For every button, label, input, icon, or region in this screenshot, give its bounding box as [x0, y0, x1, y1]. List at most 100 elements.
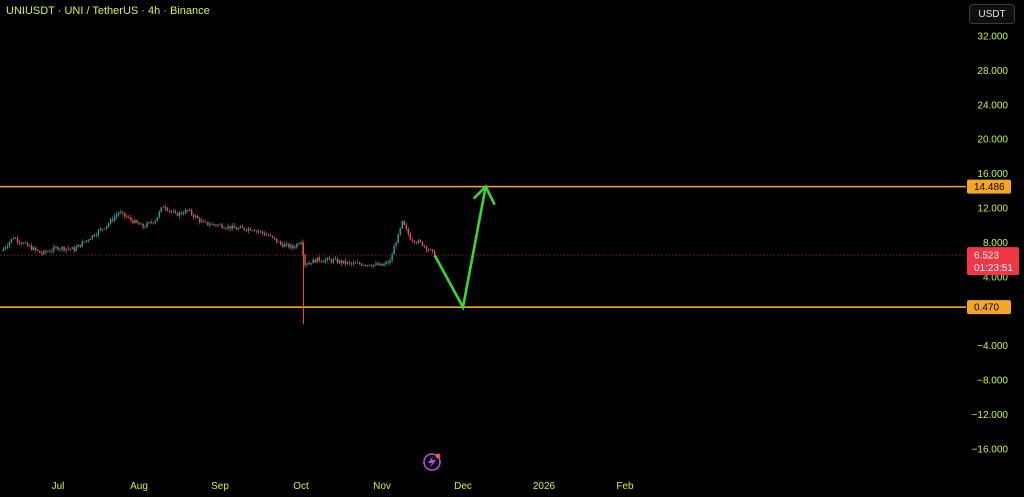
candle-body-46	[95, 234, 98, 236]
candle-body-58	[120, 212, 122, 214]
candle-body-158	[322, 261, 324, 263]
candle-body-24	[51, 250, 53, 252]
x-month-label: Sep	[211, 481, 229, 492]
candle-body-113	[231, 225, 233, 229]
candle-body-207	[421, 241, 424, 246]
candle-body-106	[217, 224, 219, 226]
candle-body-115	[235, 227, 237, 230]
candle-body-182	[371, 265, 373, 267]
candle-body-44	[91, 235, 94, 239]
candle-body-183	[373, 264, 375, 267]
candle-body-173	[352, 262, 355, 264]
x-month-label: Nov	[373, 481, 391, 492]
candle-body-174	[354, 262, 357, 264]
candle-body-131	[267, 234, 270, 236]
candle-body-125	[255, 230, 258, 232]
candle-body-138	[282, 244, 284, 247]
candle-body-14	[30, 245, 33, 251]
candle-body-81	[166, 208, 169, 211]
candle-body-133	[271, 235, 274, 238]
candle-body-80	[164, 206, 167, 209]
candle-body-88	[180, 212, 183, 214]
candle-body-134	[273, 237, 276, 239]
candle-body-186	[379, 263, 381, 266]
candle-body-128	[261, 231, 264, 234]
event-marker[interactable]	[423, 453, 441, 471]
candle-body-210	[427, 249, 430, 251]
candle-body-21	[45, 250, 47, 253]
candle-body-6	[14, 238, 17, 240]
candle-body-61	[126, 216, 128, 218]
candle-body-165	[336, 258, 339, 263]
last-price-label: 6.523	[974, 251, 999, 262]
candle-body-29	[61, 246, 63, 249]
candle-body-123	[251, 230, 254, 231]
candle-body-184	[375, 263, 377, 265]
candle-body-23	[49, 251, 51, 253]
candle-body-176	[359, 262, 361, 265]
candle-body-9	[20, 242, 23, 244]
candle-body-199	[405, 225, 407, 229]
chart-title: UNIUSDT · UNI / TetherUS · 4h · Binance	[6, 5, 210, 17]
level-tag-label: 0.470	[974, 303, 999, 314]
event-dot	[435, 453, 441, 459]
y-tick-label: −12.000	[972, 410, 1009, 421]
candle-body-0	[2, 248, 5, 251]
candle-body-145	[296, 243, 298, 248]
candle-body-92	[188, 210, 191, 212]
y-tick-label: 28.000	[977, 66, 1008, 77]
candle-body-100	[205, 221, 207, 223]
candle-body-82	[168, 210, 171, 212]
candle-body-144	[294, 247, 296, 249]
candle-body-177	[361, 264, 363, 266]
candle-body-16	[35, 247, 37, 250]
candle-body-179	[365, 265, 367, 266]
candle-body-193	[393, 245, 395, 255]
candle-body-109	[223, 227, 225, 229]
level-lines	[0, 185, 966, 308]
candle-body-178	[363, 265, 365, 266]
candle-body-97	[199, 218, 201, 222]
price-axis: 32.000 28.000 24.000 20.000 16.000 12.000 8.00…	[972, 32, 1009, 456]
candle-body-110	[225, 228, 227, 229]
x-month-label: Aug	[130, 481, 148, 492]
lightning-bolt	[428, 456, 436, 468]
candle-body-62	[128, 217, 130, 219]
candle-body-27	[57, 247, 59, 250]
candle-body-40	[83, 241, 86, 243]
candle-body-65	[134, 220, 136, 224]
candle-body-108	[221, 224, 223, 228]
candle-body-42	[87, 239, 90, 241]
candle-body-17	[37, 249, 39, 251]
candle-body-99	[203, 220, 205, 222]
candle-body-89	[182, 213, 185, 215]
candle-body-66	[136, 220, 138, 223]
candle-body-18	[39, 250, 41, 253]
candle-body-93	[190, 210, 193, 215]
candle-body-124	[253, 230, 256, 232]
candle-body-84	[172, 211, 175, 213]
candle-body-67	[138, 222, 140, 225]
candle-body-167	[340, 260, 343, 264]
candle-body-48	[99, 228, 102, 231]
level-tag-1	[967, 300, 1011, 315]
candle-body-137	[280, 241, 282, 245]
candle-body-172	[350, 263, 353, 264]
candle-body-171	[348, 262, 351, 264]
candle-body-159	[324, 259, 326, 262]
candle-body-202	[411, 239, 414, 241]
candle-body-188	[383, 263, 385, 266]
candle-body-86	[176, 212, 179, 216]
candle-body-146	[298, 243, 300, 245]
currency-button[interactable]: USDT	[969, 4, 1015, 24]
candle-body-122	[249, 228, 252, 231]
candle-body-64	[132, 220, 134, 224]
candle-body-201	[409, 234, 412, 240]
candle-body-107	[219, 224, 221, 226]
y-tick-label: −4.000	[977, 341, 1008, 352]
candle-body-147	[300, 242, 302, 245]
candle-body-71	[146, 222, 148, 227]
candle-body-52	[107, 223, 110, 227]
y-tick-label: 20.000	[977, 135, 1008, 146]
